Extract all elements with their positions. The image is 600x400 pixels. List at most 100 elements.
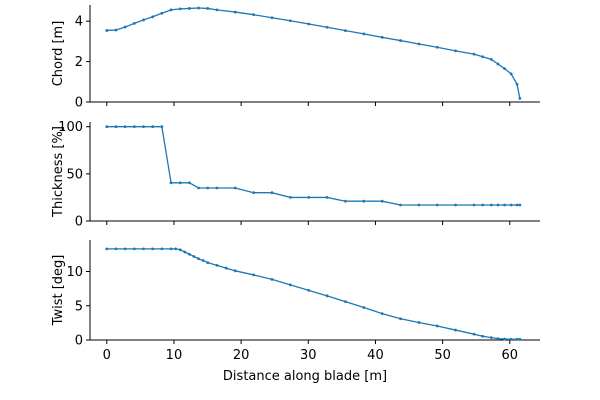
data-point [454, 328, 457, 332]
data-point [178, 7, 182, 11]
data-point [518, 96, 522, 100]
data-point [518, 203, 522, 207]
data-point [105, 29, 109, 32]
data-point [252, 273, 256, 277]
data-point [344, 199, 347, 203]
x-tick-label: 0 [103, 348, 111, 363]
data-point [183, 250, 187, 254]
data-point [307, 288, 311, 292]
data-point [105, 247, 109, 251]
y-tick-label: 2 [75, 55, 83, 70]
data-point [123, 125, 127, 129]
data-point [178, 181, 182, 185]
data-point [142, 125, 145, 129]
data-point [481, 203, 485, 207]
data-point [288, 283, 292, 287]
x-axis-label: Distance along blade [m] [223, 369, 387, 384]
data-point [417, 203, 421, 207]
data-point [472, 52, 476, 56]
series-line [106, 7, 521, 99]
data-point [481, 334, 485, 338]
data-point [515, 82, 519, 86]
data-point [503, 67, 506, 71]
y-axis-label: Thickness [%] [51, 126, 66, 218]
data-point [435, 324, 439, 328]
data-point [123, 247, 127, 251]
data-point [206, 186, 210, 190]
data-point [503, 203, 506, 207]
data-point [472, 203, 476, 207]
data-point [160, 125, 164, 129]
data-point [270, 277, 274, 281]
x-tick-label: 60 [502, 348, 519, 363]
data-point [132, 247, 136, 251]
data-point [114, 125, 118, 129]
data-point [503, 337, 506, 341]
data-point [288, 196, 292, 199]
data-point [169, 247, 173, 251]
data-point [192, 255, 196, 258]
subplot-1: 0 2 4 Chord [m] [51, 5, 540, 111]
data-point [224, 266, 228, 270]
data-point [454, 49, 457, 53]
data-point [270, 191, 274, 195]
data-point [307, 22, 311, 26]
data-point [496, 62, 500, 66]
data-point [151, 15, 155, 19]
data-point [197, 257, 201, 261]
data-point [454, 203, 457, 207]
data-point [496, 337, 500, 341]
data-point [380, 312, 384, 316]
data-point [188, 252, 191, 256]
data-point [362, 199, 366, 203]
data-point [518, 337, 522, 341]
data-point [178, 248, 182, 252]
data-point [206, 261, 210, 264]
data-point [509, 337, 513, 341]
data-point [174, 247, 178, 251]
y-tick-label: 5 [75, 299, 83, 314]
data-point [496, 203, 500, 207]
data-point [197, 186, 201, 190]
data-point [123, 25, 127, 29]
data-point [399, 317, 402, 321]
data-point [252, 191, 256, 195]
data-point [515, 337, 519, 341]
data-point [215, 8, 219, 12]
data-point [417, 321, 421, 324]
data-point [325, 294, 329, 298]
x-tick-label: 30 [300, 348, 317, 363]
y-tick-label: 0 [75, 215, 83, 230]
data-point [169, 181, 173, 185]
data-point [151, 125, 155, 129]
data-point [380, 199, 384, 203]
data-point [509, 72, 513, 76]
data-point [288, 19, 292, 23]
y-axis-label: Twist [deg] [51, 255, 66, 327]
data-point [142, 247, 145, 251]
data-point [206, 7, 210, 10]
data-point [435, 203, 439, 207]
data-point [472, 332, 476, 336]
data-point [132, 125, 136, 129]
data-point [151, 247, 155, 251]
data-point [142, 18, 145, 22]
data-point [344, 300, 347, 304]
data-point [233, 10, 237, 14]
data-point [233, 186, 237, 190]
data-point [197, 6, 201, 10]
y-tick-label: 100 [58, 120, 83, 135]
data-point [233, 269, 237, 273]
data-point [489, 336, 493, 339]
data-point [252, 13, 256, 17]
y-tick-label: 4 [75, 15, 83, 30]
data-point [417, 42, 421, 46]
data-point [362, 306, 366, 309]
data-point [188, 7, 191, 10]
data-point [132, 21, 136, 25]
data-point [114, 28, 118, 32]
data-point [105, 125, 109, 129]
y-tick-label: 50 [66, 167, 83, 182]
data-point [160, 11, 164, 15]
data-point [481, 55, 485, 59]
